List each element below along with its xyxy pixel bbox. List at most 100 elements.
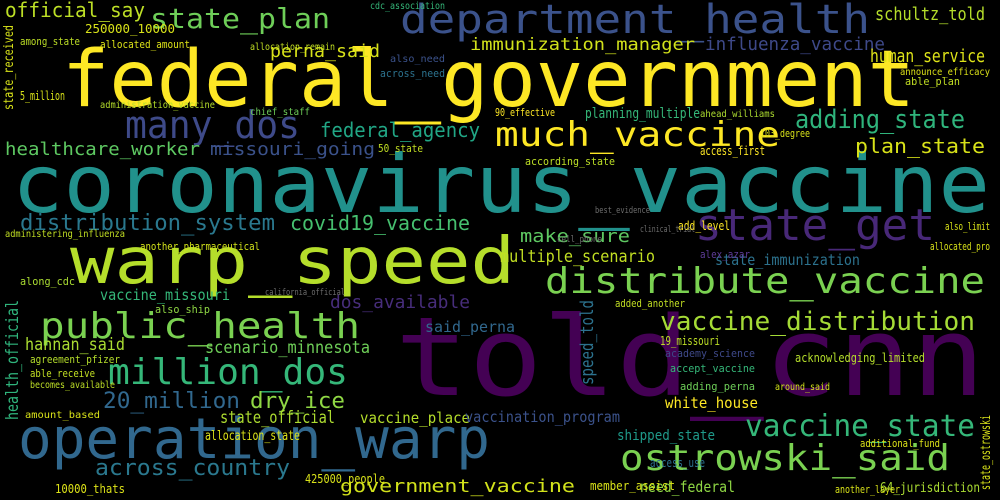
word: shipped_state (617, 428, 715, 444)
word: dry_ice (250, 389, 345, 414)
word: perna_said (270, 41, 380, 62)
word: million_dos (108, 352, 348, 393)
word: public_health (40, 306, 360, 347)
word: alex_azar (700, 248, 750, 261)
word: vaccination_program (465, 408, 620, 426)
word: cdc_association (370, 1, 445, 12)
word: able_receive (30, 367, 95, 380)
word: member_assist (590, 479, 675, 493)
word: administration_vaccine (100, 100, 215, 111)
word: many_dos (125, 103, 300, 148)
word: department_health (400, 0, 870, 43)
word: much_vaccine (495, 115, 780, 155)
word: state_ostrowski (979, 415, 994, 490)
word: 425000_people (305, 472, 385, 486)
word: schultz_told (875, 4, 985, 25)
word: white_house (665, 394, 758, 412)
word: said_perna (425, 318, 515, 336)
word: distribution_system (20, 211, 275, 236)
word: along_cdc (20, 275, 75, 288)
word: multiple_scenario (500, 247, 655, 267)
word: access_use (650, 456, 705, 470)
word: warp_speed (70, 225, 515, 299)
word: additional_fund (860, 437, 940, 450)
word: planning_multiple (585, 106, 700, 122)
word: according_state (525, 155, 615, 168)
word: covid19_vaccine (290, 211, 470, 235)
word: 50_state (378, 142, 423, 155)
word: becomes_available (30, 380, 115, 391)
word: another_layer (835, 483, 900, 496)
word: ahead_williams (700, 109, 775, 120)
word: dos_available (330, 292, 470, 313)
word: around_said (775, 382, 830, 393)
word: federal_agency (320, 118, 480, 142)
word: 10000_thats (55, 482, 125, 496)
word: influenza_vaccine (705, 34, 885, 55)
word: state_plan (150, 2, 330, 36)
word: clinical_trial (640, 225, 695, 235)
word: 64_jurisdiction (880, 481, 980, 496)
word: also_need (390, 54, 445, 65)
word: ostrowski_said (620, 438, 950, 479)
word: adding_perna (680, 380, 755, 393)
word: 90_effective (495, 106, 555, 119)
word: scenario_minnesota (205, 338, 370, 358)
word: vaccine_place (360, 409, 470, 427)
word: government_vaccine (340, 476, 575, 497)
word: immunization_manager (470, 35, 695, 55)
word: human_service (870, 46, 985, 67)
word: adding_state (795, 105, 965, 135)
word: acknowledging_limited (795, 351, 925, 365)
word: administering_influenza (5, 229, 125, 240)
word: state_get (695, 200, 935, 251)
word: added_another (615, 297, 685, 310)
word: vaccine_missouri (100, 286, 230, 304)
word: allocated_pro (930, 240, 990, 253)
word: amount_based (25, 410, 100, 421)
word: among_state (20, 35, 80, 48)
word: access_first (700, 144, 765, 158)
word: able_plan (905, 75, 960, 88)
word: 250000_10000 (85, 22, 175, 36)
word: state_official (220, 408, 335, 428)
word: cell_phone (557, 235, 602, 245)
word: california_official (265, 288, 345, 298)
word: accept_vaccine (670, 362, 755, 375)
word: federal_government (62, 35, 915, 125)
word: state_received (2, 25, 17, 110)
word: make_sure (520, 226, 630, 247)
word: operation_warp (18, 407, 490, 472)
word: speed_told (577, 300, 598, 385)
word: 5_million (20, 89, 65, 103)
word: allocation_state (205, 429, 300, 444)
word: agreement_pfizer (30, 353, 120, 366)
word: official_say (5, 0, 145, 22)
word: 20_million (103, 389, 240, 414)
word: best_evidence (595, 206, 650, 216)
word: also_ship (155, 303, 210, 316)
word: healthcare_worker (5, 139, 200, 160)
word: distribute_vaccine (545, 261, 985, 302)
word: coronavirus_vaccine (12, 138, 990, 231)
word: missouri_going (210, 139, 375, 160)
word: told_cnn (395, 293, 985, 421)
word: chief_staff (250, 107, 310, 118)
word: allocated_amount (100, 38, 190, 51)
word: also_limit (945, 220, 990, 233)
word: announce_efficacy (900, 67, 990, 78)
word: add_level (678, 219, 730, 233)
word: vaccine_state (745, 409, 975, 444)
word: academy_science (665, 347, 755, 360)
word: another_pharmaceutical (140, 240, 260, 253)
word: across_need (380, 67, 445, 80)
word: need_federal (640, 478, 735, 496)
word: vaccine_distribution (660, 307, 975, 337)
word: plan_state (855, 134, 985, 158)
word: allocation_remain (250, 42, 335, 53)
word: 19_missouri (660, 334, 720, 348)
word: health_official (3, 300, 23, 420)
word: state_immunization (715, 251, 860, 269)
